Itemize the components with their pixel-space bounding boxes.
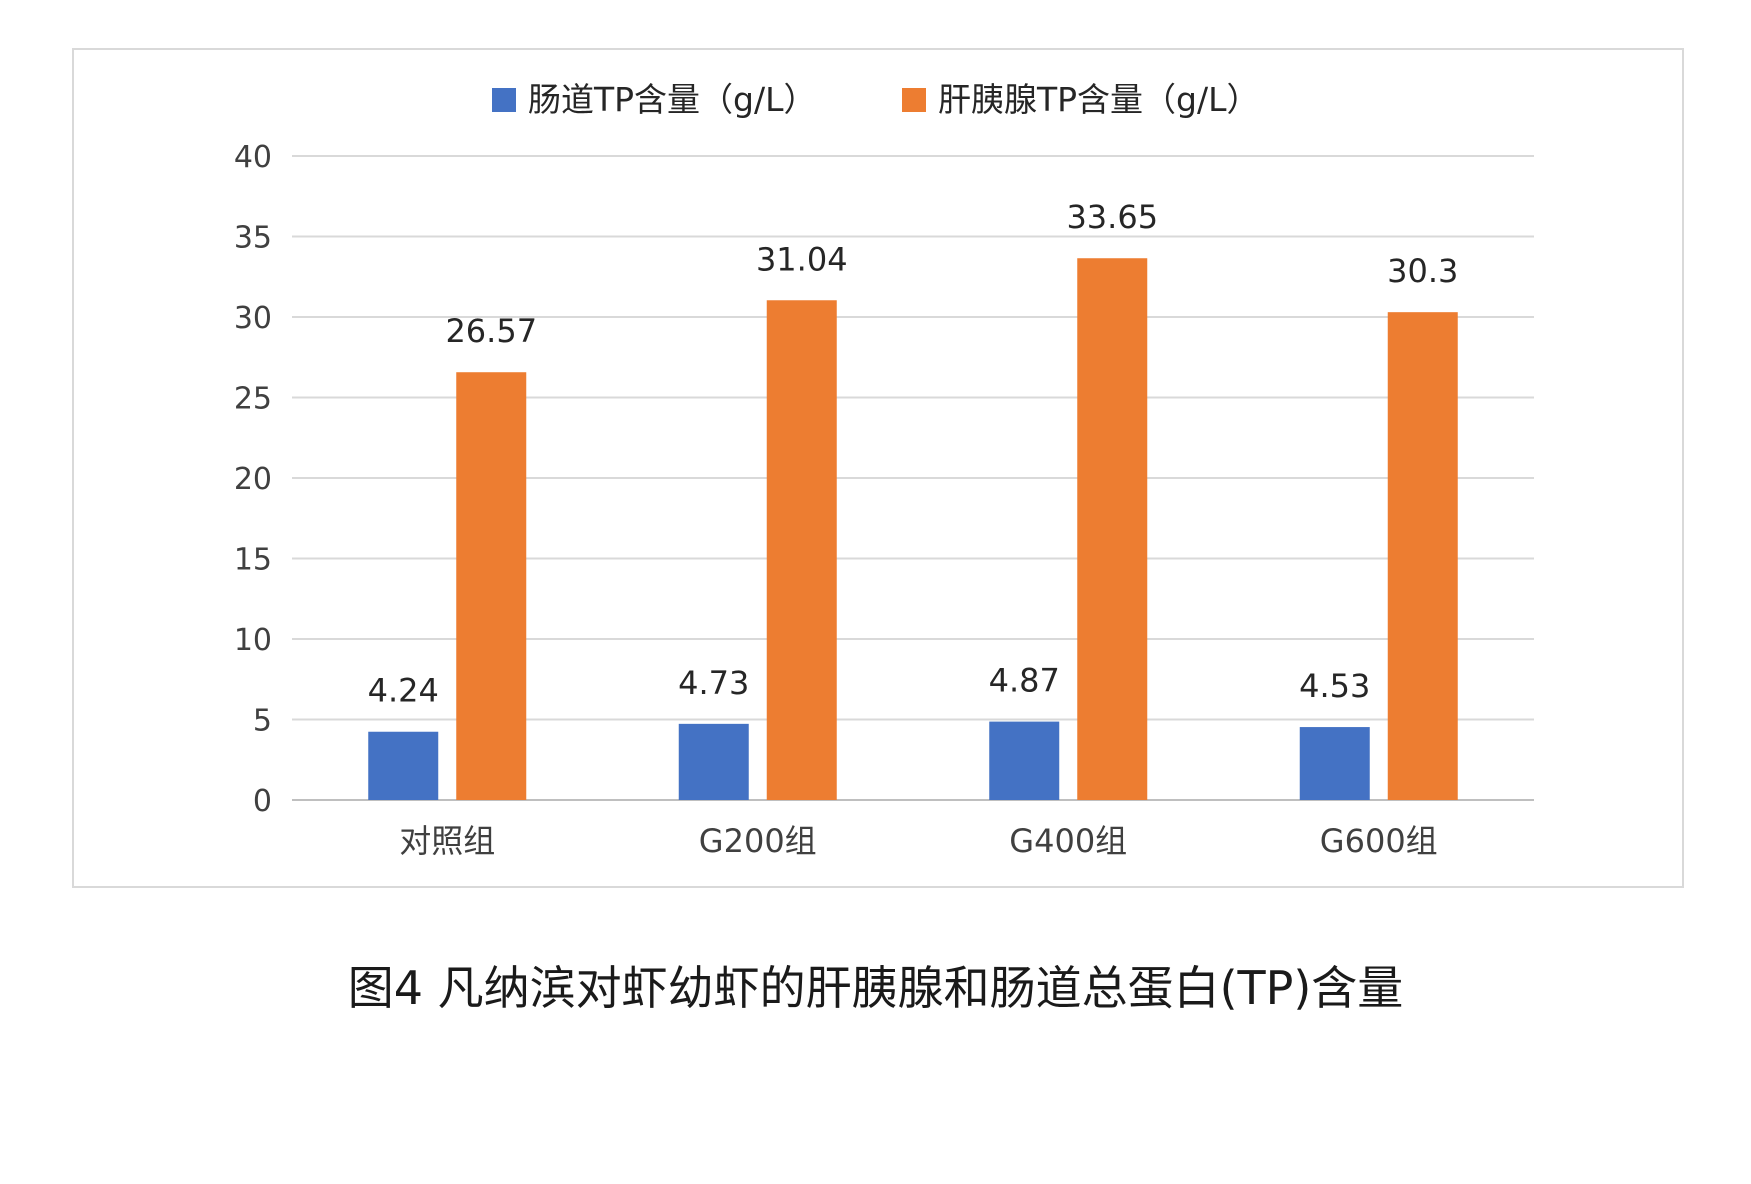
bar-hepatopancreas	[1387, 312, 1458, 800]
figure-caption: 图4 凡纳滨对虾幼虾的肝胰腺和肠道总蛋白(TP)含量	[347, 961, 1404, 1015]
legend-label: 肠道TP含量（g/L）	[528, 80, 817, 119]
bar-hepatopancreas	[766, 300, 837, 800]
data-label: 31.04	[756, 240, 848, 278]
bar-intestine	[368, 731, 439, 800]
y-tick-label: 10	[234, 623, 272, 658]
y-tick-label: 15	[234, 543, 272, 578]
y-tick-label: 35	[234, 221, 272, 256]
bars	[368, 258, 1458, 800]
data-label: 4.24	[368, 672, 439, 710]
legend: 肠道TP含量（g/L） 肝胰腺TP含量（g/L）	[492, 80, 1260, 119]
y-tick-label: 0	[253, 784, 272, 819]
data-label: 4.87	[989, 662, 1060, 700]
category-label: G400组	[1009, 822, 1127, 860]
data-labels: 4.24 26.57 对照组 4.73 31.04 G200组 4.87 33.65 G400组…	[368, 198, 1459, 860]
bar-hepatopancreas	[456, 372, 527, 800]
y-tick-label: 5	[253, 704, 272, 739]
category-label: 对照组	[399, 822, 495, 860]
data-label: 30.3	[1387, 252, 1458, 290]
y-tick-label: 40	[234, 140, 272, 175]
bar-intestine	[678, 723, 749, 800]
data-label: 33.65	[1066, 198, 1158, 236]
legend-swatch	[492, 88, 516, 112]
legend-label: 肝胰腺TP含量（g/L）	[938, 80, 1260, 119]
data-label: 4.53	[1299, 667, 1370, 705]
data-label: 26.57	[445, 312, 537, 350]
chart-frame: 肠道TP含量（g/L） 肝胰腺TP含量（g/L） 0 5 10 15 20 25 30 35 40…	[72, 48, 1684, 888]
category-label: G200组	[699, 822, 817, 860]
data-label: 4.73	[678, 664, 749, 702]
bar-intestine	[989, 721, 1060, 800]
category-label: G600组	[1320, 822, 1438, 860]
bar-intestine	[1299, 727, 1370, 800]
grid: 0 5 10 15 20 25 30 35 40	[234, 140, 1534, 819]
bar-chart: 肠道TP含量（g/L） 肝胰腺TP含量（g/L） 0 5 10 15 20 25 30 35 40…	[234, 80, 1534, 860]
legend-swatch	[902, 88, 926, 112]
y-tick-label: 30	[234, 301, 272, 336]
y-tick-label: 25	[234, 382, 272, 417]
y-tick-label: 20	[234, 462, 272, 497]
bar-hepatopancreas	[1077, 258, 1148, 800]
